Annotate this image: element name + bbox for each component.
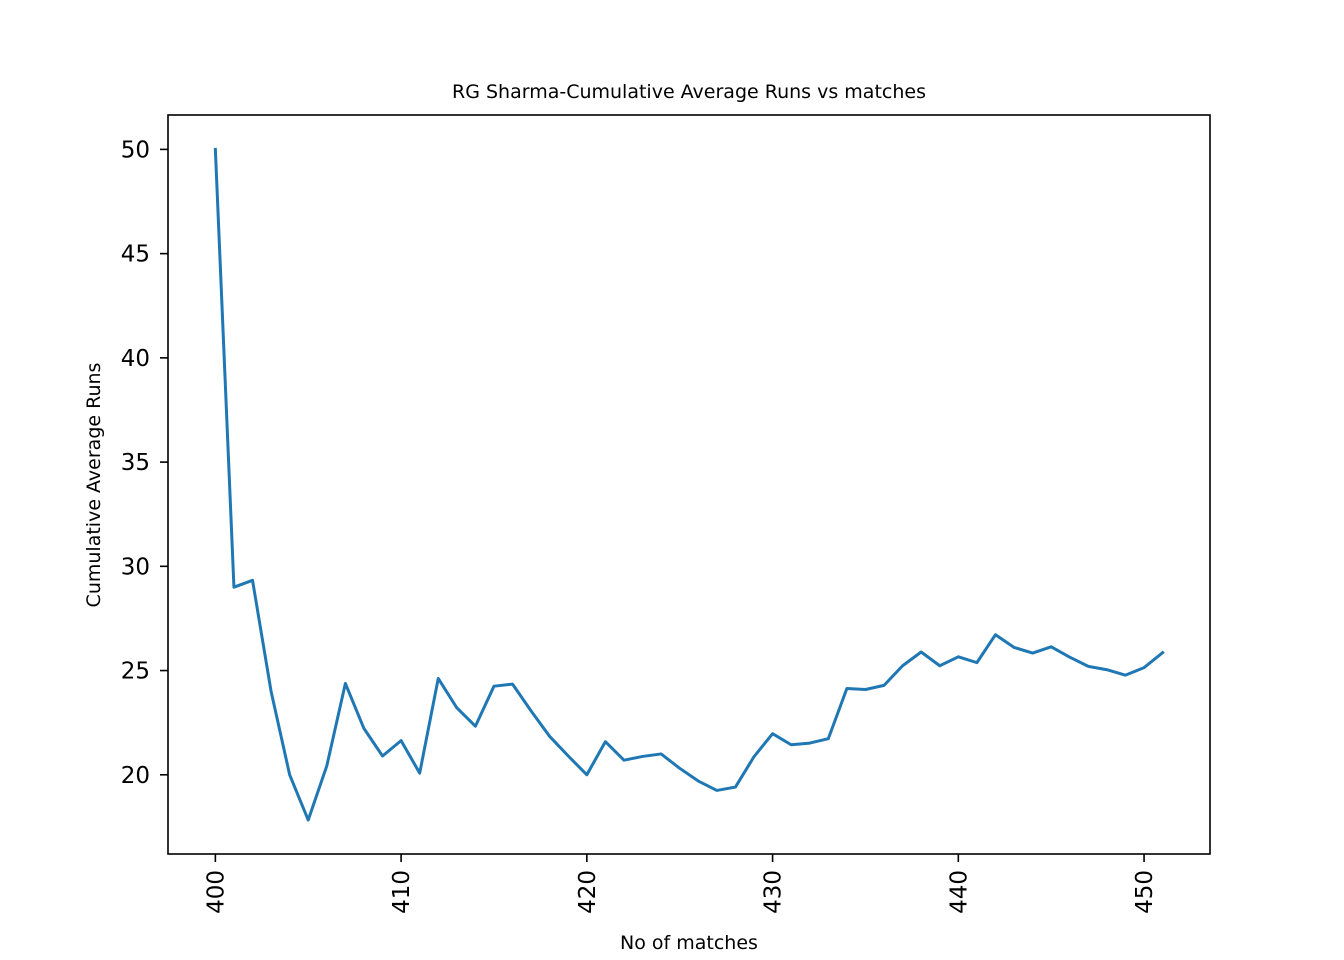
x-tick-label: 410 xyxy=(389,870,415,914)
series-line xyxy=(213,147,1165,822)
x-tick-label: 420 xyxy=(575,870,601,914)
x-axis-label: No of matches xyxy=(620,932,758,954)
y-axis-label: Cumulative Average Runs xyxy=(83,363,105,608)
plot-frame xyxy=(167,114,1211,855)
y-tick-label: 30 xyxy=(121,554,150,580)
y-tick-label: 50 xyxy=(121,137,150,163)
plot-background xyxy=(168,115,1210,854)
y-tick-label: 25 xyxy=(121,659,150,685)
x-tick-label: 400 xyxy=(203,870,229,914)
y-axis-ticks: 20 25 30 35 40 45 50 xyxy=(121,137,168,789)
y-tick-label: 35 xyxy=(121,450,150,476)
y-tick-label: 20 xyxy=(121,763,150,789)
x-axis-ticks: 400 410 420 430 440 450 xyxy=(203,854,1158,914)
y-tick-label: 40 xyxy=(121,346,150,372)
chart-title: RG Sharma-Cumulative Average Runs vs mat… xyxy=(452,81,926,103)
x-tick-label: 440 xyxy=(946,870,972,914)
x-tick-label: 430 xyxy=(761,870,787,914)
y-tick-label: 45 xyxy=(121,242,150,268)
x-tick-label: 450 xyxy=(1132,870,1158,914)
